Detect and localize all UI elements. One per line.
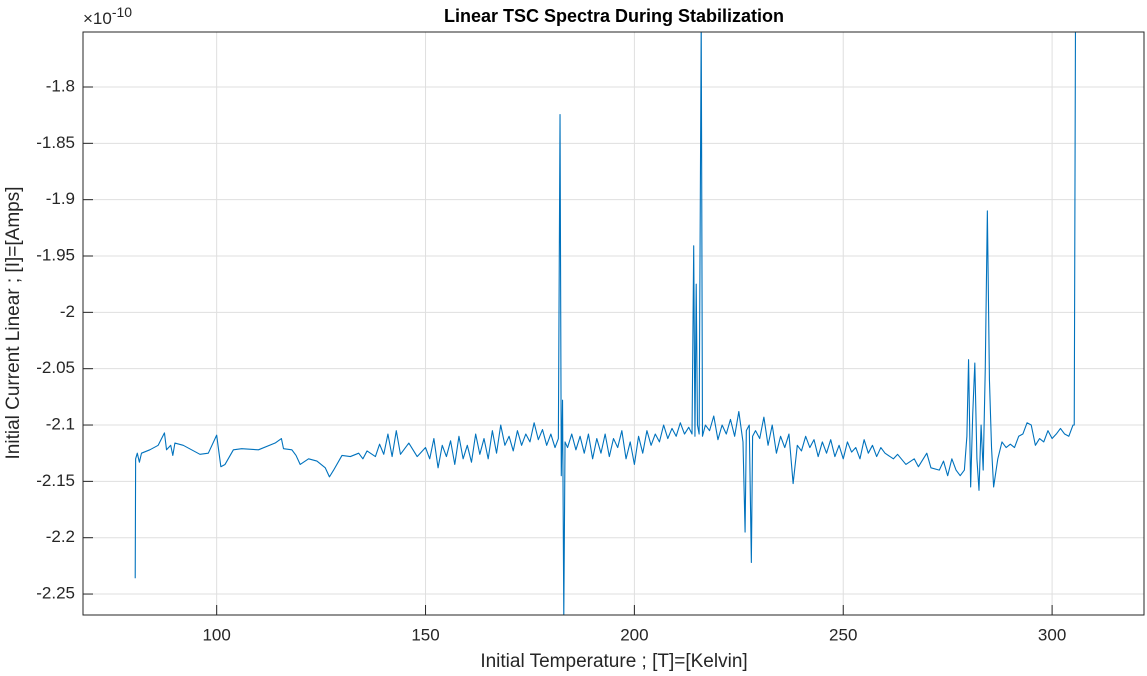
y-tick-label: -2.25 — [36, 584, 75, 603]
plot-area — [83, 32, 1144, 615]
y-tick-label: -2.15 — [36, 471, 75, 490]
y-tick-label: -2.05 — [36, 358, 75, 377]
y-multiplier-base: ×10 — [83, 9, 112, 28]
x-axis-label: Initial Temperature ; [T]=[Kelvin] — [480, 651, 747, 672]
x-tick-label: 150 — [411, 625, 439, 644]
y-tick-label: -1.95 — [36, 245, 75, 264]
x-tick-label: 300 — [1038, 625, 1066, 644]
axes-box — [82, 31, 1145, 616]
y-tick-label: -2.1 — [46, 415, 75, 434]
chart-title: Linear TSC Spectra During Stabilization — [444, 6, 784, 26]
data-line — [134, 32, 1077, 615]
y-tick-label: -1.8 — [46, 76, 75, 95]
y-tick-label: -2 — [60, 302, 75, 321]
x-tick-label: 100 — [202, 625, 230, 644]
grid — [83, 32, 1144, 615]
y-tick-label: -1.85 — [36, 133, 75, 152]
x-tick-label: 200 — [620, 625, 648, 644]
y-tick-label: -2.2 — [46, 527, 75, 546]
plot-lines — [134, 32, 1077, 615]
y-multiplier: ×10-10 — [83, 4, 132, 29]
x-tick-label: 250 — [829, 625, 857, 644]
y-multiplier-exponent: -10 — [112, 4, 132, 20]
y-tick-label: -1.9 — [46, 189, 75, 208]
y-axis-label: Initial Current Linear ; [I]=[Amps] — [3, 187, 24, 460]
